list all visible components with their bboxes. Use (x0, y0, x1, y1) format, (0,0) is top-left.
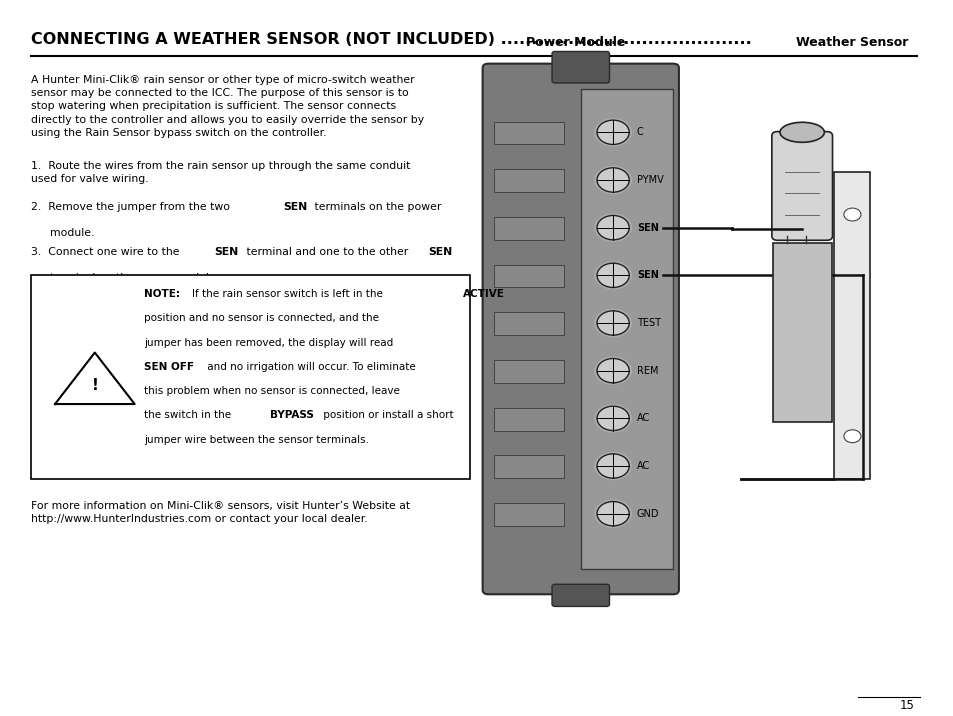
Bar (580, 90, 673, 569)
Text: Weather Sensor: Weather Sensor (796, 36, 908, 49)
Circle shape (597, 406, 629, 430)
Circle shape (594, 165, 632, 194)
Circle shape (597, 454, 629, 478)
FancyBboxPatch shape (482, 64, 679, 594)
Bar (494, 122, 563, 145)
Text: position and no sensor is connected, and the: position and no sensor is connected, and… (144, 313, 378, 323)
Text: SEN OFF: SEN OFF (144, 362, 193, 372)
Text: the switch in the: the switch in the (144, 410, 234, 420)
Circle shape (597, 311, 629, 335)
Text: 1.  Route the wires from the rain sensor up through the same conduit
used for va: 1. Route the wires from the rain sensor … (31, 161, 410, 184)
Text: this problem when no sensor is connected, leave: this problem when no sensor is connected… (144, 386, 399, 396)
Bar (494, 265, 563, 288)
Circle shape (597, 120, 629, 145)
Text: If the rain sensor switch is left in the: If the rain sensor switch is left in the (193, 289, 386, 299)
Text: PYMV: PYMV (637, 175, 663, 185)
Circle shape (843, 208, 860, 221)
Ellipse shape (780, 122, 823, 142)
Bar (772, 243, 831, 422)
Text: 2.  Remove the jumper from the two: 2. Remove the jumper from the two (31, 202, 233, 212)
Text: SEN: SEN (637, 223, 658, 233)
Text: GND: GND (637, 508, 659, 518)
FancyBboxPatch shape (771, 132, 832, 241)
Text: CONNECTING A WEATHER SENSOR (NOT INCLUDED) .....................................: CONNECTING A WEATHER SENSOR (NOT INCLUDE… (31, 32, 751, 47)
FancyBboxPatch shape (552, 584, 609, 606)
Bar (494, 217, 563, 240)
Text: module.: module. (51, 228, 94, 238)
Text: terminal on the power module: terminal on the power module (51, 274, 215, 284)
Text: BYPASS: BYPASS (270, 410, 314, 420)
Text: SEN: SEN (428, 247, 453, 257)
Circle shape (597, 359, 629, 383)
Text: REM: REM (637, 366, 658, 376)
FancyBboxPatch shape (552, 52, 609, 83)
Bar (494, 503, 563, 526)
Text: SEN: SEN (283, 202, 308, 212)
Bar (494, 312, 563, 335)
Bar (494, 169, 563, 192)
Text: SEN: SEN (637, 271, 658, 281)
Text: NOTE:: NOTE: (144, 289, 184, 299)
Text: !: ! (91, 377, 98, 392)
Circle shape (597, 168, 629, 192)
Circle shape (843, 430, 860, 442)
Circle shape (594, 452, 632, 480)
Text: SEN: SEN (214, 247, 238, 257)
Text: jumper wire between the sensor terminals.: jumper wire between the sensor terminals… (144, 435, 369, 445)
Text: TEST: TEST (637, 318, 660, 328)
Bar (494, 407, 563, 430)
Circle shape (594, 118, 632, 147)
Text: 15: 15 (900, 700, 914, 712)
Circle shape (594, 309, 632, 337)
Circle shape (594, 357, 632, 385)
Circle shape (594, 499, 632, 528)
Circle shape (594, 213, 632, 242)
Text: ACTIVE: ACTIVE (462, 289, 504, 299)
Circle shape (597, 501, 629, 526)
Circle shape (594, 404, 632, 432)
Polygon shape (55, 352, 134, 404)
Circle shape (594, 261, 632, 290)
Bar (494, 455, 563, 478)
Text: Power Module: Power Module (526, 36, 625, 49)
Text: terminal and one to the other: terminal and one to the other (242, 247, 411, 257)
Text: position or install a short: position or install a short (319, 410, 453, 420)
Text: 3.  Connect one wire to the: 3. Connect one wire to the (31, 247, 183, 257)
Bar (834, 172, 869, 479)
Circle shape (597, 263, 629, 288)
Text: A Hunter Mini-Clik® rain sensor or other type of micro-switch weather
sensor may: A Hunter Mini-Clik® rain sensor or other… (31, 75, 424, 138)
Text: jumper has been removed, the display will read: jumper has been removed, the display wil… (144, 337, 393, 347)
Text: C: C (637, 127, 643, 137)
Text: and no irrigation will occur. To eliminate: and no irrigation will occur. To elimina… (204, 362, 416, 372)
Circle shape (597, 216, 629, 240)
Text: AC: AC (637, 413, 649, 423)
FancyBboxPatch shape (31, 276, 470, 479)
Bar (494, 360, 563, 383)
Text: terminals on the power: terminals on the power (311, 202, 441, 212)
Text: AC: AC (637, 461, 649, 471)
Text: For more information on Mini-Clik® sensors, visit Hunter’s Website at
http://www: For more information on Mini-Clik® senso… (31, 500, 410, 524)
